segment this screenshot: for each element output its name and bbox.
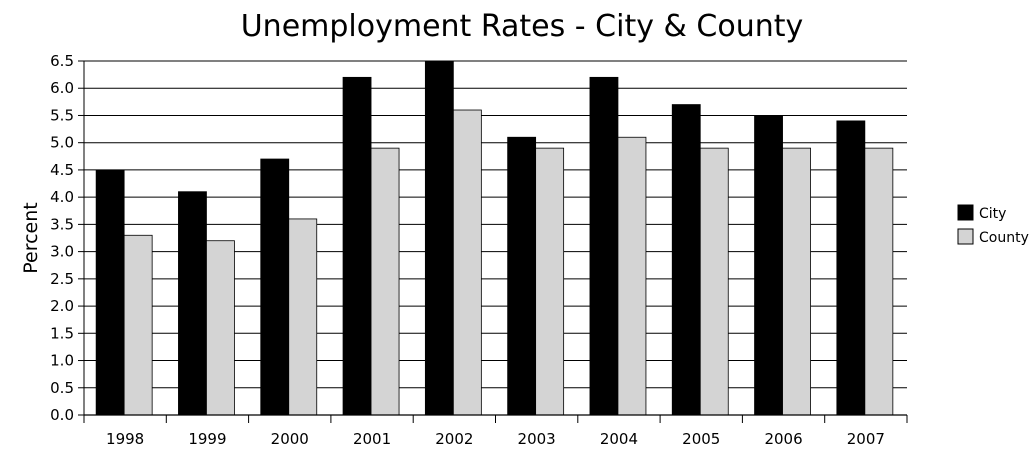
y-tick-label: 1.0	[50, 352, 74, 370]
y-tick-label: 1.5	[50, 324, 74, 342]
bar-county-2002	[452, 109, 482, 416]
bar-city-2003	[507, 136, 537, 416]
x-tick-label: 2002	[435, 430, 473, 448]
legend-label-county: County	[979, 230, 1029, 246]
y-tick-label: 6.5	[50, 52, 74, 70]
bar-city-2004	[589, 76, 619, 416]
legend: City County	[957, 204, 1029, 246]
bar-county-2003	[535, 147, 565, 416]
legend-swatch-county	[957, 228, 974, 245]
x-tick-label: 2004	[600, 430, 638, 448]
legend-label-city: City	[979, 206, 1006, 222]
bar-county-2005	[699, 147, 729, 416]
y-tick-label: 4.5	[50, 161, 74, 179]
y-tick-label: 3.0	[50, 243, 74, 261]
x-tick-label: 1998	[106, 430, 144, 448]
y-tick-label: 2.5	[50, 270, 74, 288]
y-tick-label: 2.0	[50, 297, 74, 315]
y-tick-label: 0.0	[50, 406, 74, 424]
x-tick-label: 2006	[764, 430, 802, 448]
y-axis-label: Percent	[20, 202, 42, 274]
x-tick-label: 2005	[682, 430, 720, 448]
bar-city-2007	[836, 120, 866, 416]
y-tick-label: 4.0	[50, 188, 74, 206]
bar-city-2005	[671, 104, 701, 416]
bar-county-1999	[206, 240, 235, 416]
bar-city-1998	[95, 169, 125, 416]
y-tick-label: 0.5	[50, 379, 74, 397]
x-tick-label: 1999	[188, 430, 226, 448]
bar-county-2001	[370, 147, 400, 416]
y-tick-label: 6.0	[50, 79, 74, 97]
chart-title: Unemployment Rates - City & County	[241, 9, 804, 44]
bar-county-2007	[864, 147, 894, 416]
bar-city-2002	[424, 60, 454, 416]
bar-city-1999	[178, 191, 207, 416]
bar-county-1998	[123, 234, 153, 416]
x-tick-label: 2000	[271, 430, 309, 448]
axes: 0.0 0.5 1.0 1.5 2.0 2.5 3.0 3.5 4.0 4.5 5.0 5.5 6.0 6…	[50, 52, 908, 448]
bars	[95, 60, 894, 416]
x-tick-label: 2003	[518, 430, 556, 448]
bar-county-2006	[782, 147, 811, 416]
bar-city-2000	[260, 158, 290, 416]
bar-city-2001	[342, 76, 372, 416]
bar-city-2006	[754, 115, 783, 416]
y-tick-label: 5.0	[50, 134, 74, 152]
x-tick-label: 2001	[353, 430, 391, 448]
y-tick-label: 3.5	[50, 215, 74, 233]
bar-county-2000	[288, 218, 318, 416]
x-tick-label: 2007	[847, 430, 885, 448]
y-tick-label: 5.5	[50, 106, 74, 124]
bar-county-2004	[617, 136, 647, 416]
legend-swatch-city	[957, 204, 974, 221]
